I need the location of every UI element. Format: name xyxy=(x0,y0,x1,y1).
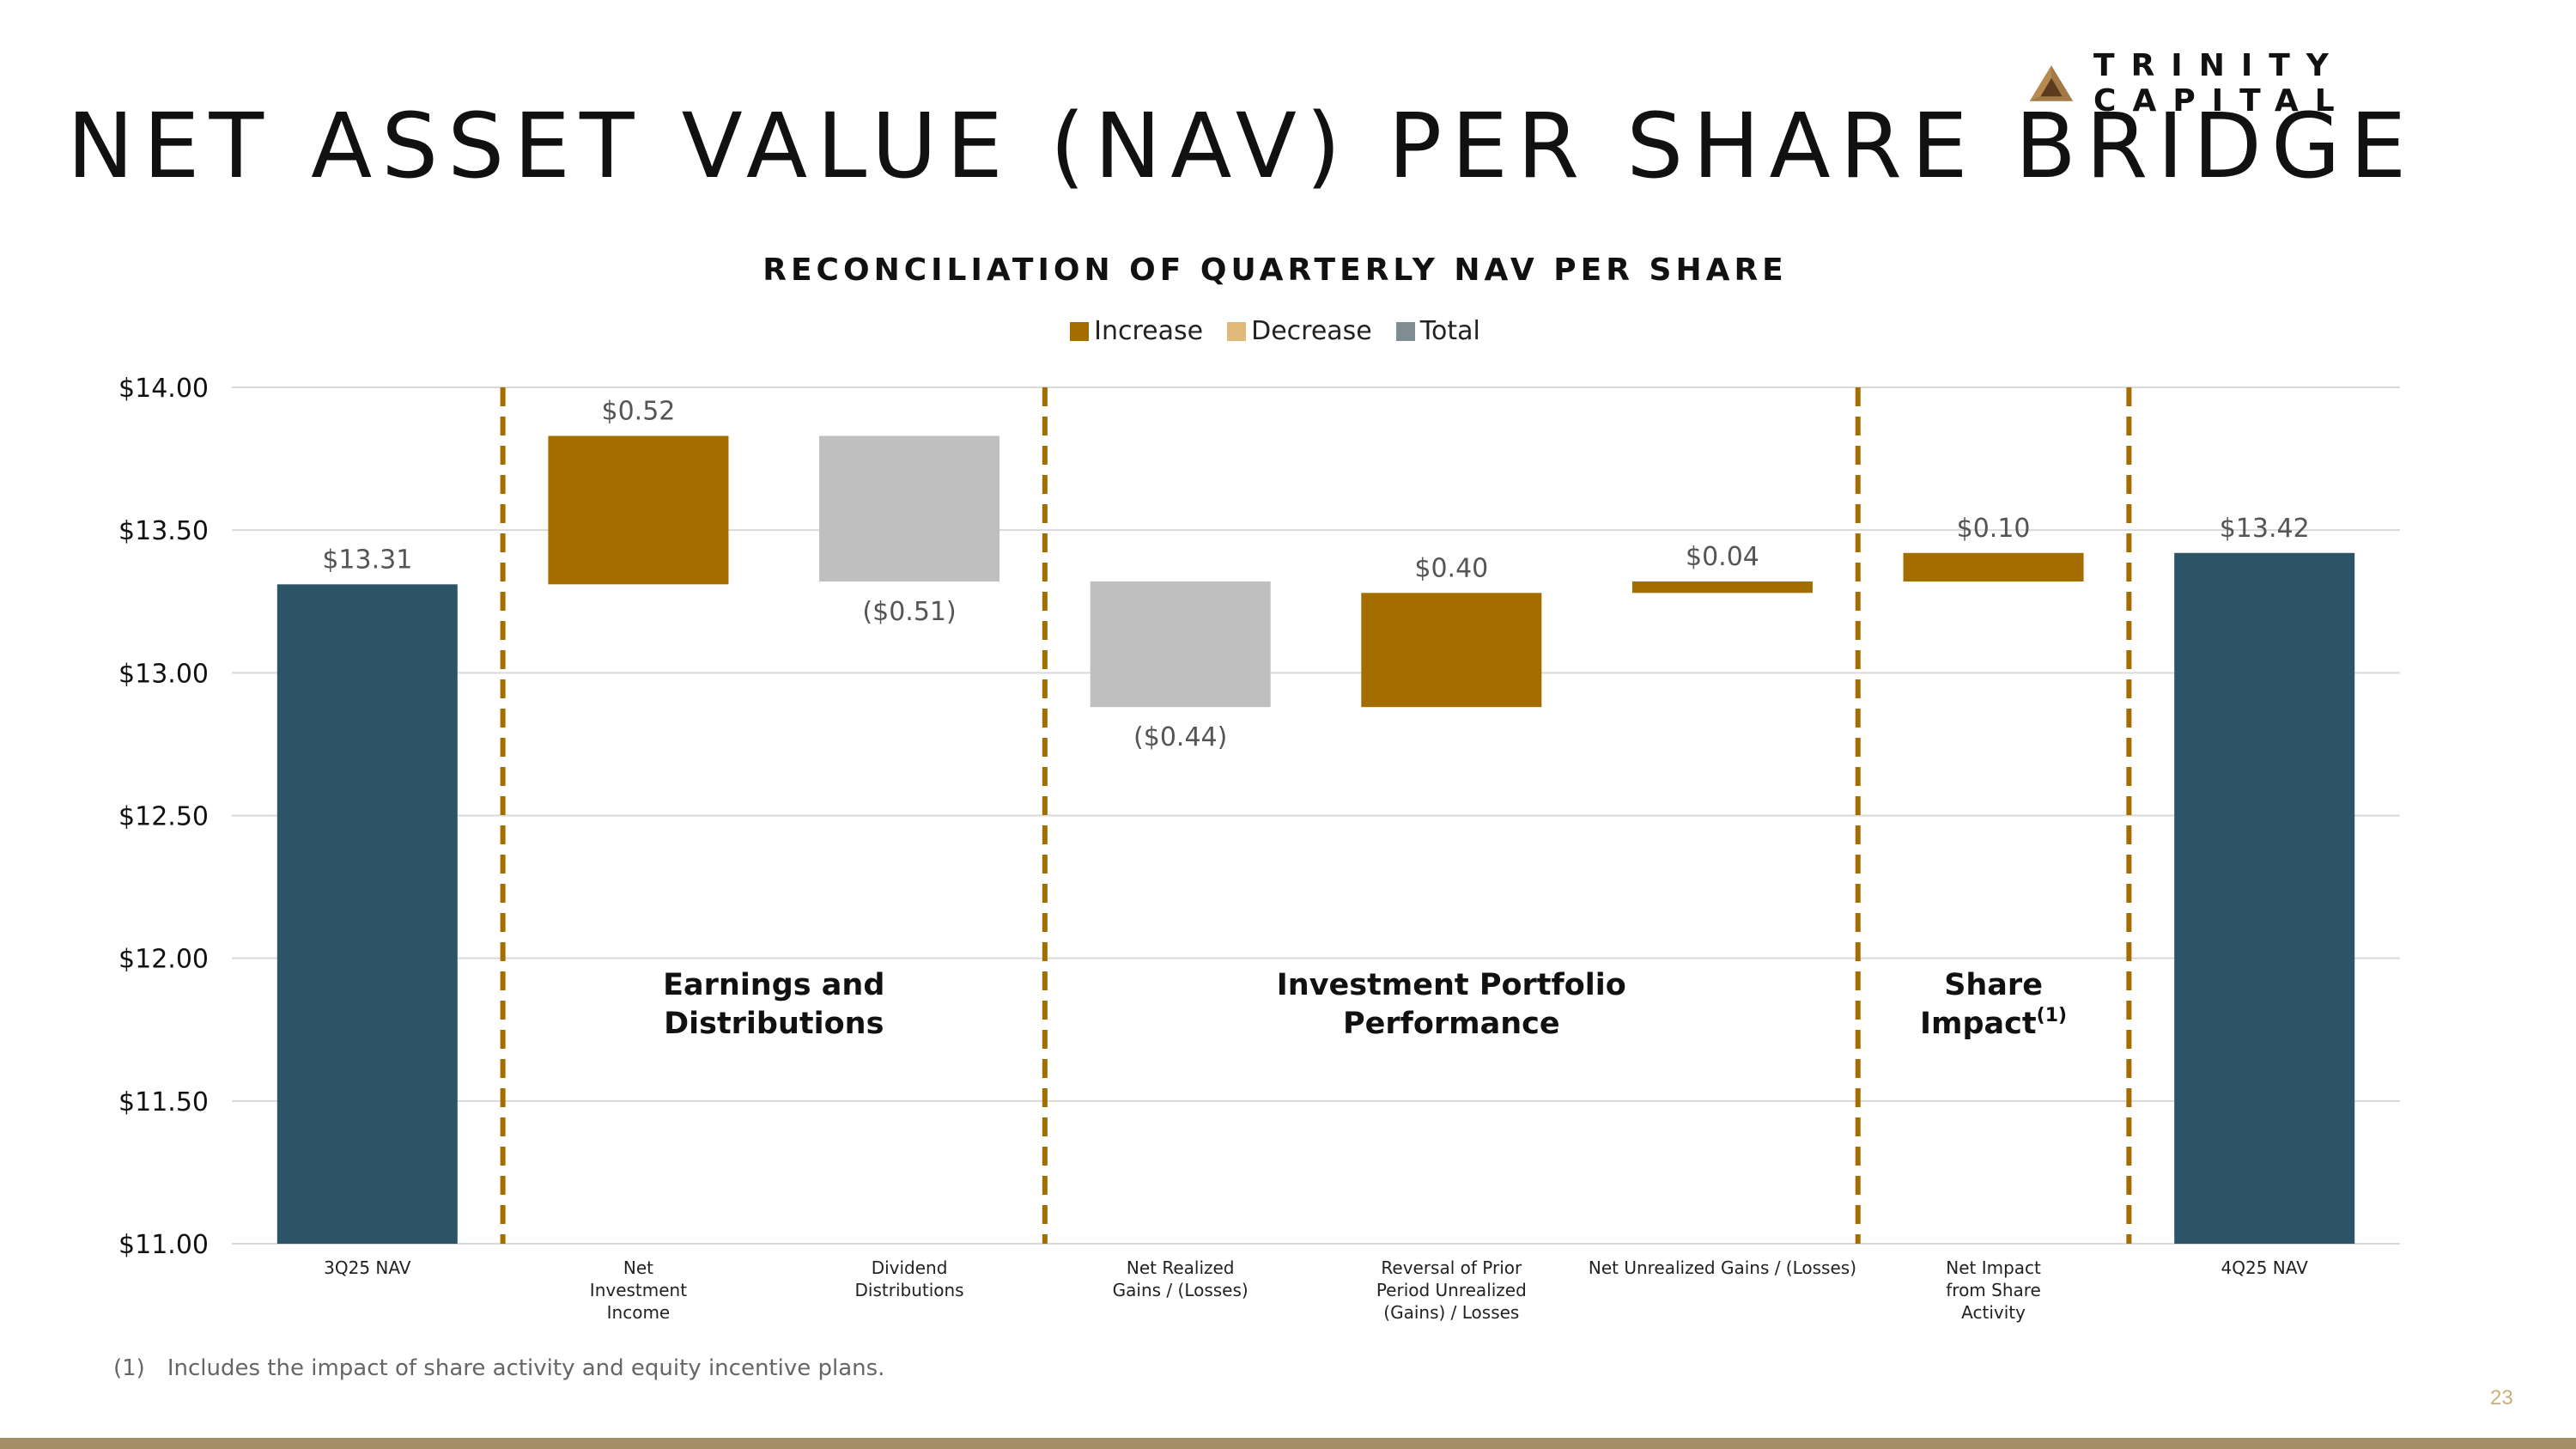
legend-item-total: Total xyxy=(1395,316,1480,346)
group-label: Impact(1) xyxy=(1920,1005,2067,1041)
bar-total xyxy=(2174,552,2355,1244)
page-title: NET ASSET VALUE (NAV) PER SHARE BRIDGE xyxy=(67,94,2416,198)
x-tick-label: Distributions xyxy=(855,1280,964,1300)
chart-title: RECONCILIATION OF QUARTERLY NAV PER SHAR… xyxy=(762,253,1788,288)
legend-swatch-total xyxy=(1395,321,1415,341)
legend-label-total: Total xyxy=(1419,316,1480,346)
x-tick-label: Net Realized xyxy=(1127,1257,1235,1278)
footnote: (1) Includes the impact of share activity… xyxy=(113,1355,884,1381)
data-label: $0.10 xyxy=(1957,514,2031,544)
group-label: Distributions xyxy=(664,1007,884,1041)
x-tick-label: Reversal of Prior xyxy=(1381,1257,1522,1278)
x-tick-label: (Gains) / Losses xyxy=(1383,1302,1519,1323)
brand-name: TRINITY CAPITAL xyxy=(2093,48,2351,119)
x-tick-label: Activity xyxy=(1961,1302,2026,1323)
x-tick-label: Dividend xyxy=(872,1257,948,1278)
x-tick-label: Income xyxy=(607,1302,671,1323)
data-label: $0.40 xyxy=(1414,553,1488,583)
data-label: $0.52 xyxy=(601,396,675,426)
chart-legend: Increase Decrease Total xyxy=(0,316,2550,346)
y-tick-label: $11.50 xyxy=(118,1087,209,1117)
legend-swatch-decrease xyxy=(1227,321,1247,341)
y-tick-label: $11.00 xyxy=(118,1230,209,1260)
x-tick-label: Net Impact xyxy=(1946,1257,2041,1278)
bar-decrease xyxy=(1090,581,1271,708)
bar-increase xyxy=(548,435,729,585)
legend-item-decrease: Decrease xyxy=(1227,316,1372,346)
footnote-text: Includes the impact of share activity an… xyxy=(167,1355,885,1381)
y-tick-label: $13.50 xyxy=(118,516,209,546)
legend-swatch-increase xyxy=(1070,321,1090,341)
bar-total xyxy=(276,584,458,1244)
y-tick-label: $12.50 xyxy=(118,802,209,832)
x-tick-label: Investment xyxy=(590,1280,687,1300)
group-label: Earnings and xyxy=(663,968,884,1002)
legend-label-increase: Increase xyxy=(1094,316,1204,346)
y-tick-label: $14.00 xyxy=(118,374,209,404)
y-tick-label: $12.00 xyxy=(118,945,209,975)
data-label: $13.31 xyxy=(322,545,412,575)
x-tick-label: Period Unrealized xyxy=(1376,1280,1527,1300)
data-label: ($0.44) xyxy=(1133,722,1227,752)
group-label: Investment Portfolio xyxy=(1277,968,1626,1002)
x-tick-label: Net Unrealized Gains / (Losses) xyxy=(1589,1257,1856,1278)
data-label: ($0.51) xyxy=(862,597,956,627)
bottom-accent-bar xyxy=(0,1438,2576,1449)
trinity-capital-logo: TRINITY CAPITAL xyxy=(2028,48,2576,119)
legend-label-decrease: Decrease xyxy=(1251,316,1372,346)
x-tick-label: Gains / (Losses) xyxy=(1113,1280,1249,1300)
page-number: 23 xyxy=(2490,1386,2513,1409)
x-tick-label: Net xyxy=(623,1257,653,1278)
group-label: Performance xyxy=(1343,1007,1560,1041)
footnote-marker: (1) xyxy=(113,1355,145,1381)
group-label: Share xyxy=(1944,968,2043,1002)
bar-decrease xyxy=(819,435,1000,581)
bar-increase xyxy=(1903,552,2084,581)
x-tick-label: from Share xyxy=(1946,1280,2041,1300)
x-tick-label: 4Q25 NAV xyxy=(2221,1257,2309,1278)
bar-increase xyxy=(1631,581,1813,594)
data-label: $0.04 xyxy=(1686,542,1759,572)
trinity-triangle-icon xyxy=(2029,65,2074,101)
y-tick-label: $13.00 xyxy=(118,659,209,689)
data-label: $13.42 xyxy=(2220,514,2310,544)
legend-item-increase: Increase xyxy=(1070,316,1203,346)
x-tick-label: 3Q25 NAV xyxy=(324,1257,411,1278)
bar-increase xyxy=(1361,593,1542,708)
group-label-superscript: (1) xyxy=(2037,1005,2067,1026)
